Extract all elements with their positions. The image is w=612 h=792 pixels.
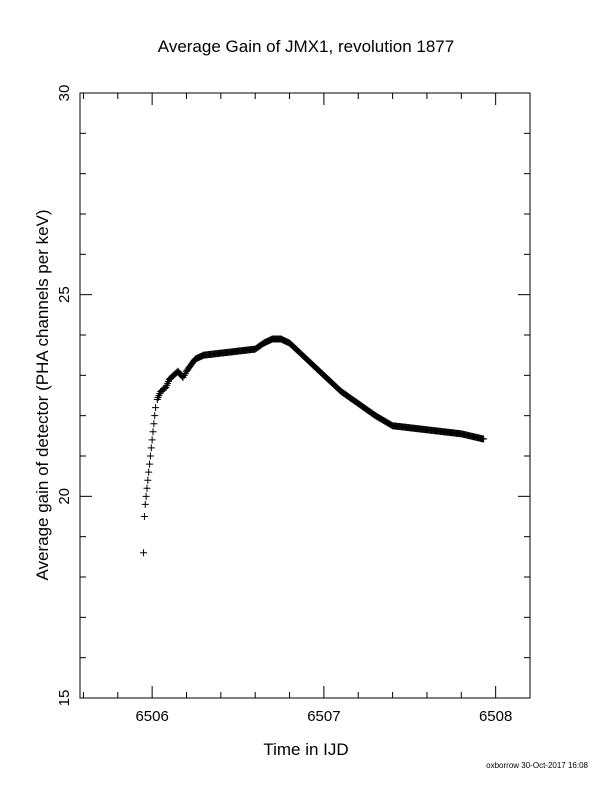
x-tick-label: 6508 bbox=[479, 708, 512, 725]
data-point bbox=[140, 513, 148, 520]
x-axis-label: Time in IJD bbox=[263, 740, 348, 759]
data-point bbox=[146, 460, 154, 468]
chart-title: Average Gain of JMX1, revolution 1877 bbox=[158, 37, 454, 56]
data-points bbox=[140, 335, 488, 557]
plot-frame bbox=[79, 92, 531, 699]
x-tick-label: 6507 bbox=[307, 708, 340, 725]
data-point bbox=[151, 412, 159, 420]
data-point bbox=[148, 436, 156, 444]
data-point bbox=[143, 484, 151, 492]
data-point bbox=[145, 468, 153, 476]
y-tick-label: 30 bbox=[56, 85, 73, 102]
data-point bbox=[141, 500, 149, 508]
x-tick-label: 6506 bbox=[135, 708, 168, 725]
y-axis-label: Average gain of detector (PHA channels p… bbox=[33, 209, 52, 580]
data-point bbox=[140, 549, 148, 557]
footer-credit: oxborrow 30-Oct-2017 16:08 bbox=[486, 761, 588, 770]
y-tick-label: 15 bbox=[56, 690, 73, 707]
data-point bbox=[142, 492, 150, 500]
data-point bbox=[144, 476, 152, 484]
y-tick-label: 25 bbox=[56, 286, 73, 303]
data-point bbox=[147, 444, 155, 452]
data-point bbox=[152, 404, 160, 412]
data-point bbox=[150, 420, 158, 428]
axis-ticks bbox=[80, 92, 531, 699]
data-point bbox=[146, 452, 154, 460]
data-point bbox=[480, 435, 488, 443]
axis-tick-labels: 6506 6507 6508 15 20 25 30 bbox=[56, 85, 512, 725]
data-point bbox=[149, 428, 157, 436]
y-tick-label: 20 bbox=[56, 488, 73, 505]
